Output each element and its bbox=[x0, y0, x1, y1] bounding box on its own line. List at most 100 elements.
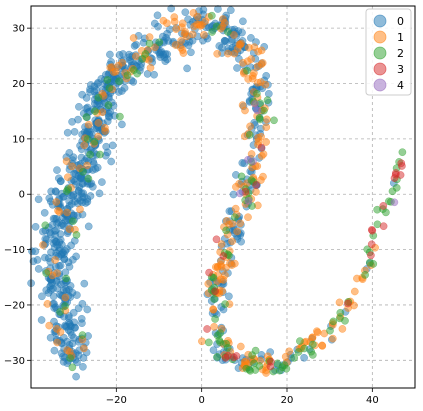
scatter-point-class-4 bbox=[249, 157, 257, 166]
legend-marker-0 bbox=[373, 14, 387, 28]
scatter-point-class-0 bbox=[107, 157, 116, 166]
scatter-point-class-2 bbox=[300, 344, 309, 353]
scatter-point-class-1 bbox=[353, 274, 361, 283]
scatter-point-class-1 bbox=[262, 369, 270, 377]
scatter-point-class-0 bbox=[81, 199, 90, 207]
scatter-point-class-0 bbox=[56, 261, 65, 270]
scatter-point-class-0 bbox=[63, 128, 72, 137]
scatter-point-class-3 bbox=[212, 235, 221, 244]
scatter-point-class-0 bbox=[84, 222, 93, 231]
scatter-point-class-0 bbox=[238, 28, 246, 37]
scatter-point-class-1 bbox=[335, 298, 344, 307]
scatter-point-class-2 bbox=[222, 226, 230, 235]
scatter-point-class-3 bbox=[367, 251, 375, 260]
scatter-point-class-2 bbox=[361, 271, 369, 279]
scatter-point-class-2 bbox=[263, 96, 272, 105]
scatter-point-class-0 bbox=[72, 252, 80, 261]
scatter-point-class-0 bbox=[52, 237, 60, 246]
x-tick-label: −20 bbox=[106, 395, 127, 406]
scatter-point-class-1 bbox=[151, 43, 159, 52]
scatter-point-class-1 bbox=[114, 61, 123, 70]
scatter-point-class-0 bbox=[34, 195, 43, 204]
x-tick-label: 20 bbox=[281, 395, 294, 406]
scatter-point-class-0 bbox=[239, 17, 247, 26]
scatter-point-class-1 bbox=[236, 219, 245, 228]
scatter-point-class-3 bbox=[343, 299, 352, 308]
scatter-point-class-2 bbox=[204, 338, 213, 347]
scatter-point-class-1 bbox=[80, 344, 88, 353]
legend-marker-4 bbox=[373, 78, 387, 92]
scatter-point-class-1 bbox=[350, 287, 359, 296]
scatter-point-class-1 bbox=[171, 41, 180, 49]
scatter-point-class-0 bbox=[68, 339, 77, 348]
scatter-point-class-2 bbox=[230, 213, 239, 222]
scatter-point-class-2 bbox=[307, 347, 316, 356]
scatter-point-class-1 bbox=[247, 55, 256, 63]
scatter-point-class-2 bbox=[133, 69, 142, 78]
scatter-point-class-2 bbox=[41, 221, 50, 230]
scatter-point-class-2 bbox=[209, 273, 218, 282]
scatter-point-class-0 bbox=[31, 222, 40, 231]
scatter-point-class-1 bbox=[217, 240, 226, 248]
scatter-point-class-2 bbox=[270, 116, 278, 125]
scatter-point-class-3 bbox=[221, 353, 230, 362]
scatter-point-class-2 bbox=[210, 295, 219, 303]
scatter-point-class-0 bbox=[62, 322, 71, 331]
scatter-point-class-0 bbox=[56, 177, 65, 185]
scatter-point-class-0 bbox=[264, 89, 273, 98]
scatter-point-class-2 bbox=[62, 274, 71, 283]
scatter-point-class-0 bbox=[181, 8, 190, 17]
scatter-point-class-0 bbox=[233, 64, 241, 72]
scatter-point-class-0 bbox=[67, 241, 75, 250]
scatter-point-class-1 bbox=[94, 119, 103, 127]
scatter-point-class-0 bbox=[51, 231, 60, 239]
scatter-point-class-1 bbox=[308, 333, 317, 342]
scatter-point-class-0 bbox=[69, 308, 78, 317]
scatter-point-class-0 bbox=[75, 102, 83, 111]
scatter-point-class-2 bbox=[212, 22, 221, 31]
scatter-point-class-2 bbox=[207, 11, 216, 20]
scatter-point-class-2 bbox=[243, 66, 251, 75]
legend-label-1: 1 bbox=[397, 31, 404, 44]
scatter-point-class-0 bbox=[118, 120, 126, 129]
scatter-point-class-2 bbox=[398, 148, 407, 157]
scatter-point-class-0 bbox=[226, 6, 235, 15]
scatter-point-class-1 bbox=[190, 22, 199, 31]
scatter-point-class-1 bbox=[246, 122, 254, 131]
scatter-point-class-0 bbox=[129, 78, 138, 86]
scatter-point-class-2 bbox=[224, 28, 232, 36]
scatter-point-class-3 bbox=[367, 240, 376, 249]
scatter-point-class-1 bbox=[200, 31, 208, 39]
scatter-point-class-1 bbox=[204, 279, 213, 288]
scatter-point-class-0 bbox=[300, 353, 308, 362]
scatter-point-class-0 bbox=[83, 305, 92, 314]
scatter-point-class-0 bbox=[33, 256, 42, 264]
scatter-point-class-1 bbox=[56, 328, 65, 336]
scatter-point-class-0 bbox=[49, 214, 58, 223]
scatter-point-class-3 bbox=[232, 352, 241, 360]
scatter-point-class-2 bbox=[294, 348, 303, 356]
scatter-point-class-1 bbox=[198, 21, 206, 29]
scatter-point-class-3 bbox=[203, 325, 211, 333]
scatter-point-class-2 bbox=[105, 84, 114, 92]
scatter-point-class-0 bbox=[106, 50, 114, 59]
scatter-point-class-0 bbox=[91, 165, 100, 173]
scatter-point-class-0 bbox=[80, 279, 89, 288]
scatter-point-class-1 bbox=[83, 161, 91, 170]
scatter-point-class-0 bbox=[86, 192, 95, 200]
y-tick-label: −10 bbox=[4, 245, 25, 256]
scatter-point-class-1 bbox=[170, 17, 179, 26]
scatter-point-class-2 bbox=[260, 106, 268, 115]
scatter-point-class-0 bbox=[229, 190, 238, 199]
y-tick-label: −30 bbox=[4, 356, 25, 367]
scatter-point-class-2 bbox=[245, 131, 254, 139]
scatter-point-class-1 bbox=[213, 263, 222, 272]
scatter-point-class-2 bbox=[213, 353, 221, 361]
scatter-point-class-4 bbox=[244, 197, 253, 205]
scatter-point-class-1 bbox=[101, 123, 109, 132]
scatter-point-class-1 bbox=[338, 325, 347, 333]
scatter-point-class-1 bbox=[106, 63, 115, 72]
scatter-point-class-2 bbox=[155, 38, 164, 47]
scatter-point-class-1 bbox=[236, 41, 245, 49]
scatter-point-class-2 bbox=[246, 366, 255, 375]
